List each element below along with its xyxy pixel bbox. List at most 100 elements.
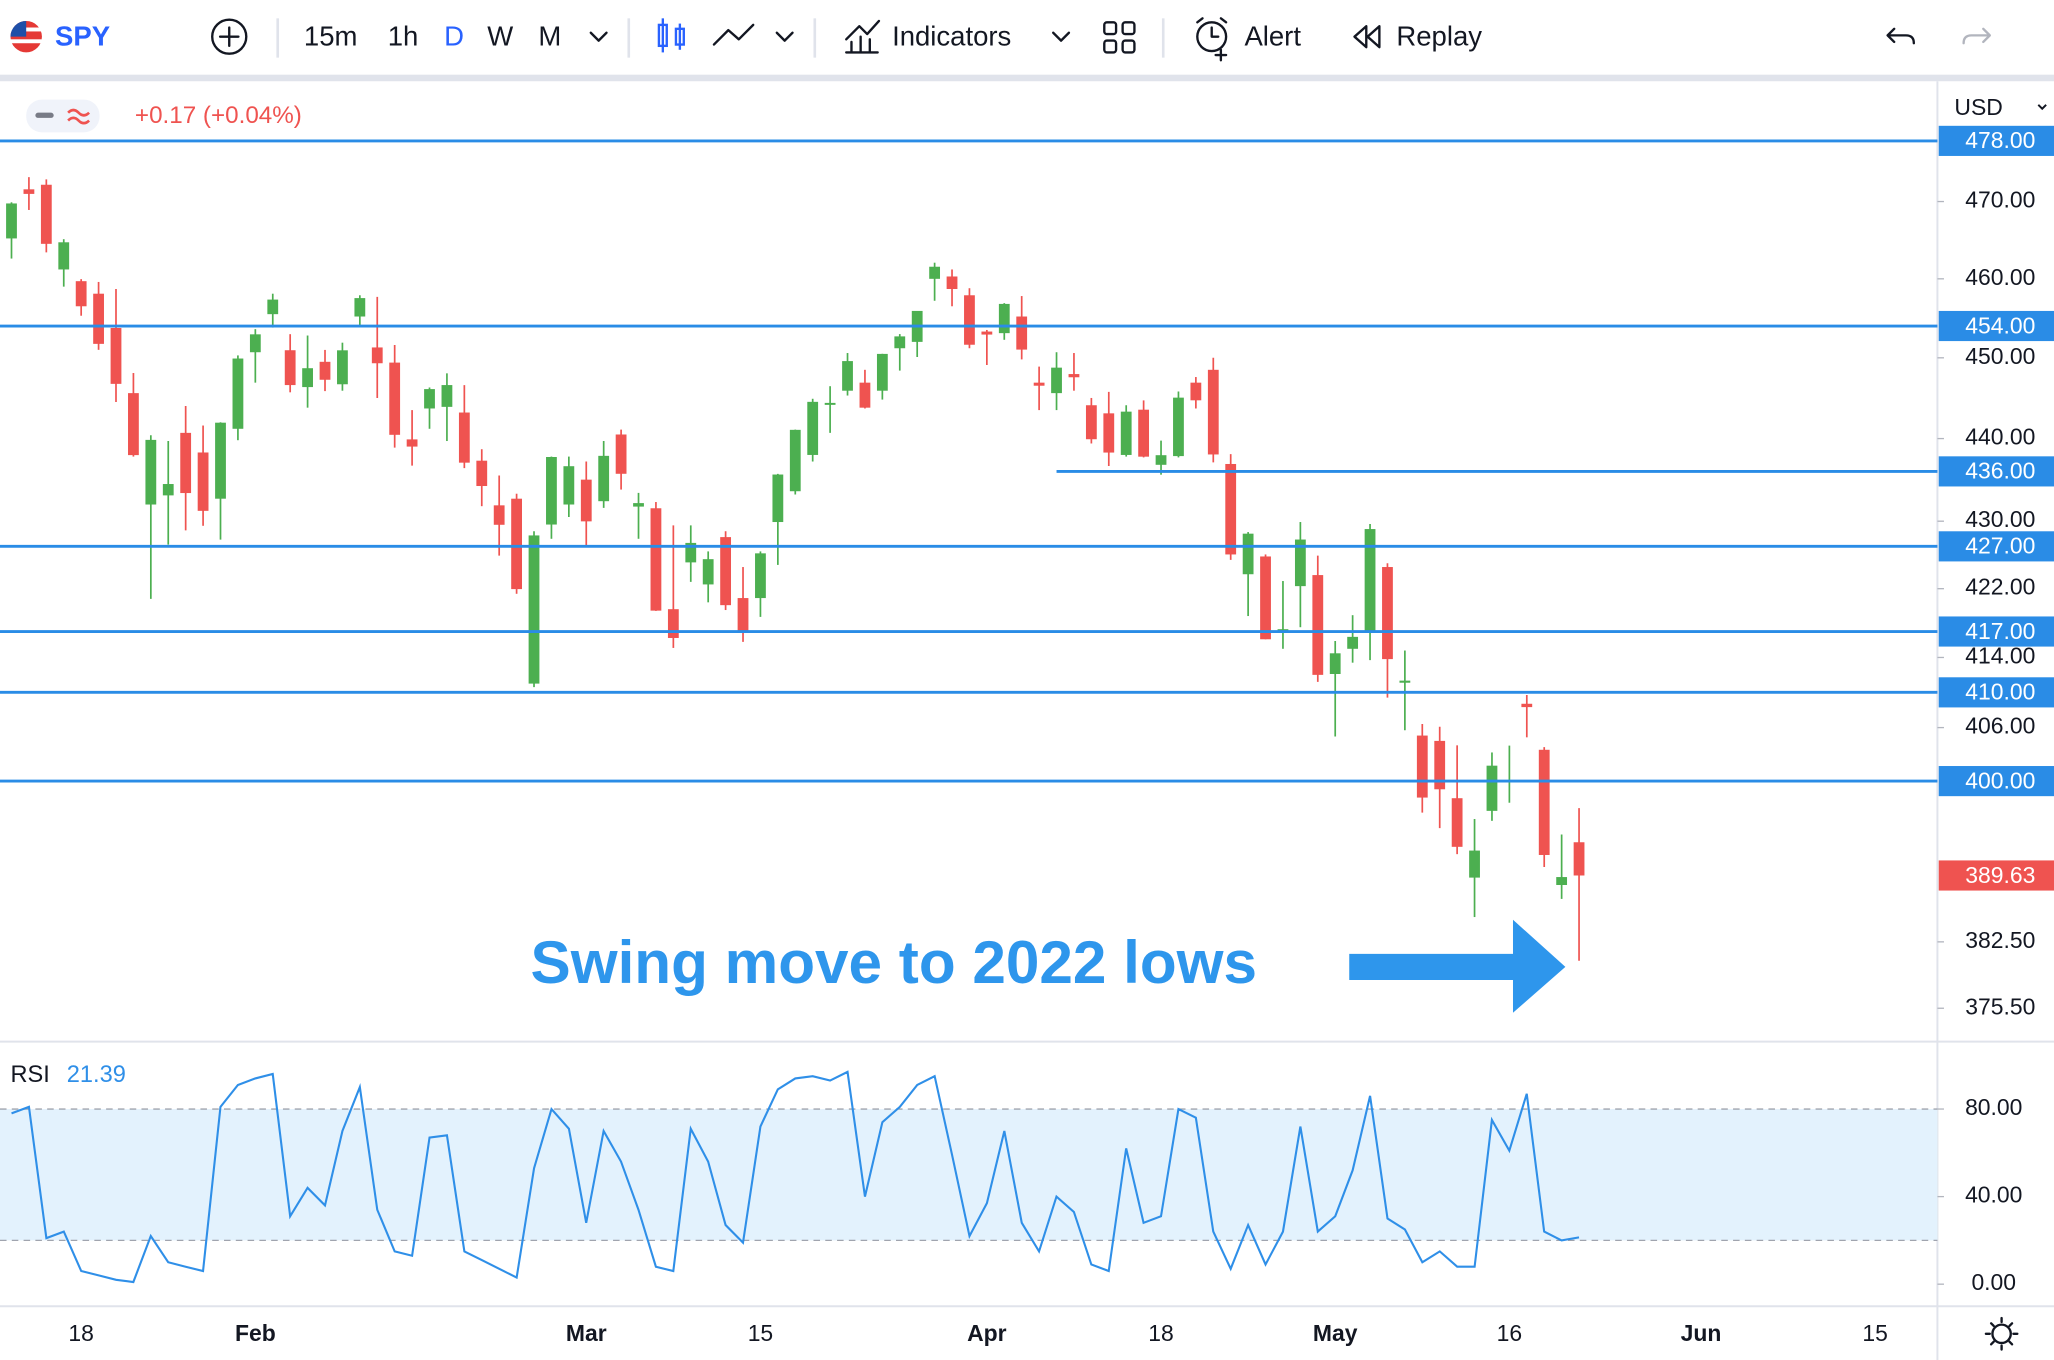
candle-body: [75, 281, 87, 307]
level-label: 410.00: [1965, 679, 2035, 705]
candle-body: [458, 412, 470, 463]
y-tick-label: 375.50: [1965, 993, 2035, 1019]
level-label: 400.00: [1965, 767, 2035, 793]
indicators-dropdown[interactable]: [1052, 31, 1071, 42]
x-tick-label: May: [1313, 1320, 1358, 1346]
add-symbol-button[interactable]: [211, 18, 248, 55]
x-tick-label: Jun: [1681, 1320, 1722, 1346]
indicator-value: 21.39: [67, 1061, 126, 1087]
candle-body: [1312, 575, 1324, 675]
level-label: 454.00: [1965, 312, 2035, 338]
candle-body: [232, 358, 244, 429]
settings-button[interactable]: [1984, 1316, 2019, 1351]
candle-body: [1347, 636, 1359, 649]
interval-button[interactable]: 15m: [304, 20, 357, 51]
candle-body: [371, 347, 383, 364]
y-tick-label: 422.00: [1965, 574, 2035, 600]
symbol[interactable]: SPY: [55, 20, 110, 51]
candle-body: [1138, 409, 1150, 457]
candle-body: [128, 393, 139, 456]
candle-body: [894, 336, 906, 349]
last-price-box: [1938, 860, 2054, 891]
candle-body: [528, 535, 540, 684]
layout-button[interactable]: [1103, 21, 1136, 54]
y-tick-label: 414.00: [1965, 643, 2035, 669]
candle-body: [563, 466, 575, 505]
candle-body: [1556, 877, 1568, 886]
candle-body: [215, 422, 226, 499]
candle-body: [685, 542, 697, 563]
level-label-box: [1938, 531, 2054, 562]
candle-body: [267, 299, 279, 315]
rsi-band: [0, 1109, 1938, 1241]
candle-body: [964, 295, 975, 345]
line-type-button[interactable]: [712, 23, 755, 46]
candle-body: [842, 361, 853, 391]
interval-button[interactable]: 1h: [388, 20, 419, 51]
candle-body: [302, 368, 313, 388]
alert-button[interactable]: Alert: [1244, 20, 1301, 51]
candle-body: [824, 402, 836, 405]
interval-button[interactable]: W: [487, 20, 513, 51]
candle-body: [1451, 798, 1463, 847]
level-label-box: [1938, 677, 2054, 708]
level-label: 427.00: [1965, 533, 2035, 559]
candle-body: [755, 553, 766, 599]
candle-body: [720, 537, 732, 606]
candle-body: [1207, 369, 1219, 455]
candle-body: [1294, 539, 1306, 587]
undo-button[interactable]: [1886, 27, 1916, 45]
candle-body: [1103, 413, 1115, 453]
y-tick-label: 0.00: [1971, 1269, 2016, 1295]
currency-dropdown[interactable]: [2037, 104, 2047, 111]
interval-button[interactable]: D: [444, 20, 464, 51]
y-tick-label: 40.00: [1965, 1182, 2022, 1208]
x-tick-label: 16: [1497, 1320, 1522, 1346]
candle-body: [284, 350, 296, 386]
level-label-box: [1938, 616, 2054, 647]
interval-dropdown[interactable]: [589, 31, 608, 42]
indicators-button[interactable]: Indicators: [892, 20, 1011, 51]
replay-icon[interactable]: [1353, 25, 1381, 49]
candle-body: [981, 331, 993, 335]
candle-body: [476, 460, 488, 487]
interval-button[interactable]: M: [538, 20, 561, 51]
y-tick-label: 460.00: [1965, 264, 2035, 290]
candle-body: [6, 203, 17, 239]
x-tick-label: 15: [748, 1320, 773, 1346]
candle-body: [93, 293, 104, 344]
y-tick-label: 440.00: [1965, 424, 2035, 450]
candle-body: [1225, 463, 1237, 555]
candle-body: [1068, 374, 1080, 378]
candle-body: [511, 498, 522, 590]
candle-body: [929, 266, 941, 279]
candle-body: [424, 389, 435, 409]
indicators-icon[interactable]: [845, 19, 881, 54]
currency[interactable]: USD: [1954, 94, 2002, 120]
chart-type-dropdown[interactable]: [775, 31, 794, 42]
candle-body: [145, 439, 157, 505]
level-label-box: [1938, 125, 2054, 156]
candle-body: [1469, 850, 1480, 878]
replay-button[interactable]: Replay: [1396, 20, 1482, 51]
candle-type-button[interactable]: [657, 18, 685, 53]
legend-toggle[interactable]: [26, 99, 100, 133]
candle-body: [789, 429, 801, 492]
indicator-name: RSI: [10, 1061, 49, 1087]
candle-body: [162, 484, 174, 496]
alert-icon[interactable]: [1196, 17, 1228, 62]
x-tick-label: 18: [1148, 1320, 1173, 1346]
candle-body: [1016, 316, 1028, 350]
candle-body: [1085, 405, 1097, 440]
candle-body: [406, 439, 418, 447]
candle-body: [1521, 703, 1533, 708]
candle-body: [615, 434, 627, 474]
y-tick-label: 450.00: [1965, 343, 2035, 369]
candle-body: [493, 505, 505, 525]
redo-button[interactable]: [1962, 27, 1991, 45]
candle-body: [180, 432, 192, 494]
candle-body: [1538, 749, 1550, 855]
candle-body: [1382, 567, 1393, 660]
candle-body: [319, 361, 331, 380]
